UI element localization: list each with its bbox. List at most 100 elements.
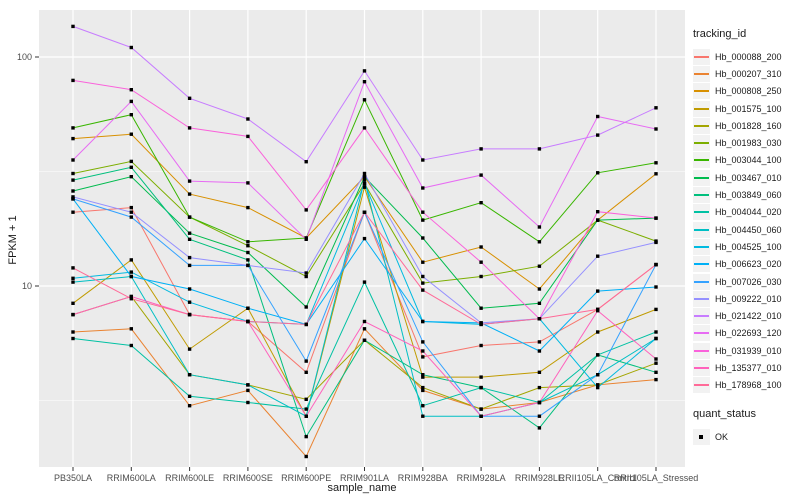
legend-color-line (694, 332, 709, 335)
data-point-marker (596, 133, 600, 137)
legend-key-swatch (693, 308, 710, 325)
data-point-marker (479, 147, 483, 151)
legend-key-swatch (693, 359, 710, 376)
data-point-marker (537, 426, 542, 430)
data-point-marker (537, 385, 542, 390)
data-point-marker (421, 319, 425, 324)
data-point-marker (362, 175, 367, 179)
data-point-marker (479, 322, 483, 327)
data-point-marker (537, 400, 542, 405)
data-point-marker (421, 288, 425, 292)
x-axis-title: sample_name (327, 482, 397, 494)
data-point-marker (421, 414, 425, 418)
data-point-marker (129, 258, 133, 262)
legend-color-line (694, 211, 709, 214)
data-point-marker (421, 340, 425, 344)
x-tick-label: RRIM901LA (339, 473, 390, 483)
data-point-marker (596, 373, 600, 377)
data-point-marker (71, 78, 75, 83)
data-point-marker (246, 400, 250, 405)
legend-item-Hb_007026_030: Hb_007026_030 (693, 273, 800, 290)
data-point-marker (304, 359, 308, 363)
legend-item-Hb_006623_020: Hb_006623_020 (693, 256, 800, 273)
legend-label: Hb_003044_100 (715, 155, 782, 166)
legend-color-line (694, 72, 709, 75)
data-point-marker (654, 330, 658, 334)
legend-key-swatch (693, 187, 710, 204)
data-point-marker (71, 197, 75, 201)
legend-label: Hb_001828_160 (715, 120, 782, 131)
data-point-marker (421, 404, 425, 408)
data-point-marker (362, 69, 367, 73)
data-point-marker (304, 305, 308, 309)
legend-item-quant-OK: OK (693, 428, 800, 445)
x-tick-label: RRIM928LE (514, 473, 564, 483)
data-point-marker (596, 353, 600, 357)
data-point-marker (246, 258, 250, 262)
legend-color-line (694, 90, 709, 93)
legend: tracking_id Hb_000088_200 Hb_000207_310 Hb… (693, 28, 800, 445)
legend-title-tracking-id: tracking_id (693, 28, 747, 40)
data-point-marker (479, 201, 483, 205)
data-point-marker (187, 215, 192, 219)
legend-label: OK (715, 431, 729, 442)
legend-key-swatch (693, 152, 710, 169)
data-point-marker (187, 192, 192, 196)
data-point-marker (187, 404, 192, 408)
legend-key-swatch (693, 256, 710, 273)
legend-color-line (694, 228, 709, 231)
legend-key-swatch (693, 100, 710, 117)
legend-color-line (694, 159, 709, 162)
data-point-marker (71, 195, 75, 199)
data-point-marker (304, 397, 308, 401)
legend-key-swatch (693, 65, 710, 82)
legend-label: Hb_004044_020 (715, 207, 782, 218)
data-point-marker (537, 317, 542, 321)
legend-item-Hb_000207_310: Hb_000207_310 (693, 65, 800, 82)
x-tick-label: RRIM928LA (456, 473, 506, 483)
legend-color-line (694, 263, 709, 266)
data-point-marker (421, 260, 425, 264)
legend-item-Hb_022693_120: Hb_022693_120 (693, 325, 800, 342)
data-point-marker (304, 237, 308, 241)
legend-color-line (694, 366, 709, 369)
legend-item-Hb_031939_010: Hb_031939_010 (693, 342, 800, 359)
data-point-marker (187, 126, 192, 130)
legend-color-line (694, 194, 709, 197)
data-point-marker (421, 375, 425, 379)
data-point-marker (246, 205, 250, 210)
legend-item-Hb_004450_060: Hb_004450_060 (693, 221, 800, 238)
data-point-marker (654, 361, 658, 365)
data-point-marker (537, 287, 542, 291)
data-point-marker (421, 385, 425, 390)
data-point-marker (421, 210, 425, 214)
x-tick-label: RRIM600LE (165, 473, 215, 483)
data-point-marker (129, 159, 133, 164)
data-point-marker (537, 147, 542, 151)
data-point-marker (246, 250, 250, 255)
data-point-marker (537, 225, 542, 229)
legend-label: Hb_000207_310 (715, 68, 782, 79)
legend-item-Hb_001983_030: Hb_001983_030 (693, 134, 800, 152)
data-point-marker (362, 98, 367, 102)
legend-color-line (694, 55, 709, 58)
legend-item-Hb_009222_010: Hb_009222_010 (693, 290, 800, 307)
data-point-marker (421, 373, 425, 377)
data-point-marker (71, 210, 75, 214)
legend-key-swatch (693, 273, 710, 290)
data-point-marker (129, 88, 133, 92)
data-point-marker (187, 179, 192, 183)
data-point-marker (246, 117, 250, 121)
data-point-marker (187, 287, 192, 291)
legend-key-swatch (693, 221, 710, 238)
data-point-marker (129, 165, 133, 169)
data-point-marker (246, 319, 250, 324)
data-point-marker (654, 240, 658, 245)
legend-quant-status: quant_status OK (693, 408, 800, 445)
data-point-marker (654, 262, 658, 267)
data-point-marker (129, 45, 133, 50)
data-point-marker (129, 270, 133, 274)
data-point-marker (187, 394, 192, 398)
data-point-marker (654, 336, 658, 341)
